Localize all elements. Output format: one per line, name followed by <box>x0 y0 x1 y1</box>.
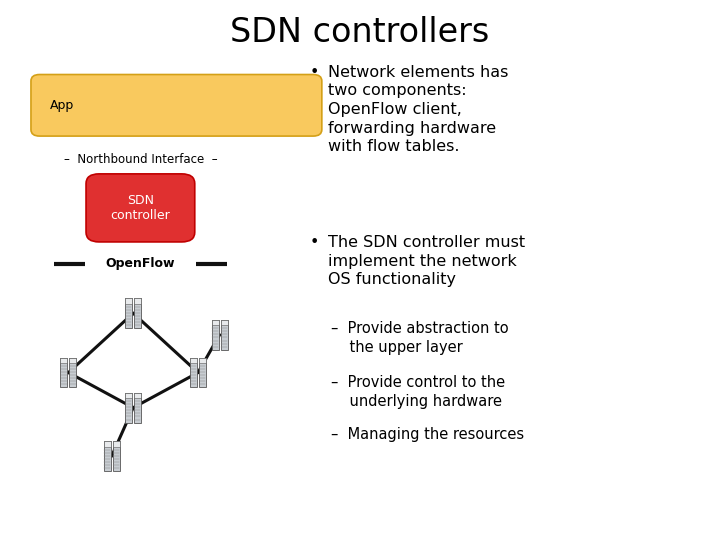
Bar <box>134 393 141 422</box>
Bar <box>125 393 132 398</box>
Bar <box>60 358 68 388</box>
Bar <box>125 298 132 303</box>
Bar <box>104 442 111 471</box>
Bar <box>69 358 76 388</box>
Bar <box>134 298 141 303</box>
Text: The SDN controller must
implement the network
OS functionality: The SDN controller must implement the ne… <box>328 235 525 287</box>
Text: –  Managing the resources: – Managing the resources <box>331 427 524 442</box>
Text: –  Northbound Interface  –: – Northbound Interface – <box>63 153 217 166</box>
Bar <box>220 320 228 350</box>
Text: SDN controllers: SDN controllers <box>230 16 490 49</box>
Bar <box>220 320 228 325</box>
Bar <box>212 320 219 325</box>
Bar <box>212 320 219 350</box>
Bar <box>69 358 76 363</box>
Bar <box>134 298 141 328</box>
Bar <box>190 358 197 363</box>
Text: •: • <box>310 235 319 250</box>
Bar <box>199 358 206 388</box>
Text: •: • <box>310 65 319 80</box>
Bar <box>104 442 111 447</box>
Bar <box>134 393 141 398</box>
Text: –  Provide abstraction to
    the upper layer: – Provide abstraction to the upper layer <box>331 321 509 355</box>
Text: Network elements has
two components:
OpenFlow client,
forwarding hardware
with f: Network elements has two components: Ope… <box>328 65 508 154</box>
Bar <box>113 442 120 471</box>
Bar <box>199 358 206 363</box>
Text: –  Provide control to the
    underlying hardware: – Provide control to the underlying hard… <box>331 375 505 409</box>
Bar <box>125 298 132 328</box>
Bar <box>113 442 120 447</box>
FancyBboxPatch shape <box>86 174 194 242</box>
Bar <box>125 393 132 422</box>
Bar <box>190 358 197 388</box>
Bar <box>60 358 68 363</box>
FancyBboxPatch shape <box>31 75 322 136</box>
Text: App: App <box>50 99 74 112</box>
Text: OpenFlow: OpenFlow <box>106 257 175 270</box>
Text: SDN
controller: SDN controller <box>111 194 170 222</box>
